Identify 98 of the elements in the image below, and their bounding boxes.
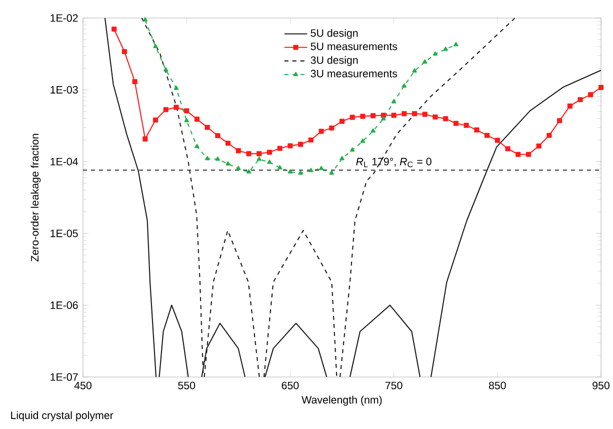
point xyxy=(339,118,345,124)
point xyxy=(174,104,179,110)
point xyxy=(288,143,293,148)
point xyxy=(588,92,594,98)
y-tick-label: 1E-05 xyxy=(50,230,78,238)
point xyxy=(163,107,168,112)
point xyxy=(567,104,572,109)
point xyxy=(494,138,500,143)
point xyxy=(391,112,396,118)
point xyxy=(516,152,521,157)
point xyxy=(505,146,510,152)
point xyxy=(340,156,344,160)
point xyxy=(318,128,324,134)
point xyxy=(112,26,117,32)
point xyxy=(453,120,458,126)
point xyxy=(443,116,448,122)
point xyxy=(422,59,428,64)
x-tick-label: 450 xyxy=(74,382,92,390)
legend-label: 3U design xyxy=(310,56,358,66)
point xyxy=(546,132,552,138)
point xyxy=(402,111,407,116)
point xyxy=(391,99,396,104)
point xyxy=(578,97,583,102)
point xyxy=(226,140,231,146)
point xyxy=(443,46,448,51)
x-tick-label: 750 xyxy=(385,382,402,390)
point xyxy=(412,68,417,73)
point xyxy=(422,112,428,117)
point xyxy=(288,169,293,174)
point xyxy=(256,151,262,156)
text: Liquid crystal polymer xyxy=(11,411,114,422)
y-tick-label: 1E-07 xyxy=(50,373,78,381)
point xyxy=(194,116,200,122)
point xyxy=(215,133,220,138)
point xyxy=(412,111,418,116)
point xyxy=(256,156,262,161)
point xyxy=(226,161,230,166)
point xyxy=(298,170,303,175)
x-tick-label: 950 xyxy=(592,382,610,390)
point xyxy=(526,152,532,157)
legend-label: 5U measurements xyxy=(310,42,398,50)
point xyxy=(360,114,366,119)
x-tick-label: 550 xyxy=(178,382,196,390)
ref-line-label: R$_{L}$ 179°, R$_{C}$ = 0 xyxy=(356,158,432,168)
point xyxy=(308,168,314,172)
point xyxy=(598,84,604,90)
point xyxy=(194,144,200,148)
point xyxy=(246,151,252,156)
point xyxy=(184,118,189,122)
y-tick-label: 1E-06 xyxy=(50,301,78,309)
point xyxy=(536,143,542,149)
point xyxy=(153,44,158,48)
point xyxy=(204,156,210,160)
point xyxy=(350,147,355,152)
point xyxy=(298,142,304,147)
legend-label: 3U measurements xyxy=(310,70,398,78)
point xyxy=(329,170,334,175)
point xyxy=(142,17,148,22)
point xyxy=(246,169,252,174)
legend-label: 5U design xyxy=(310,28,358,39)
point xyxy=(360,138,366,143)
x-tick-label: 650 xyxy=(282,382,299,390)
point xyxy=(236,148,241,154)
point xyxy=(164,67,168,72)
point xyxy=(402,83,407,88)
point xyxy=(432,114,438,120)
point xyxy=(557,118,562,124)
y-tick-label: 1E-04 xyxy=(50,158,78,166)
point xyxy=(318,166,324,170)
x-tick-label: 850 xyxy=(488,382,506,390)
point xyxy=(329,125,334,131)
point xyxy=(266,150,272,155)
point xyxy=(184,108,190,114)
point xyxy=(267,160,272,164)
point xyxy=(122,49,127,54)
point xyxy=(381,116,386,120)
point xyxy=(474,127,480,132)
point xyxy=(308,137,314,143)
point xyxy=(152,117,158,123)
point xyxy=(204,124,210,130)
point xyxy=(370,113,376,118)
point xyxy=(142,136,148,142)
point xyxy=(350,114,355,120)
y-axis-title: Zero-order leakage fraction xyxy=(30,134,41,262)
point xyxy=(277,165,282,170)
point xyxy=(236,166,241,170)
point xyxy=(370,128,376,133)
point xyxy=(215,156,220,161)
point xyxy=(464,122,469,128)
y-tick-label: 1E-03 xyxy=(50,86,78,94)
point xyxy=(484,132,490,138)
point xyxy=(277,146,282,151)
point xyxy=(132,79,138,84)
point xyxy=(432,51,438,56)
x-axis-title: Wavelength (nm) xyxy=(302,396,382,406)
point xyxy=(454,42,458,46)
y-tick-label: 1E-02 xyxy=(50,14,78,22)
point xyxy=(174,86,179,90)
